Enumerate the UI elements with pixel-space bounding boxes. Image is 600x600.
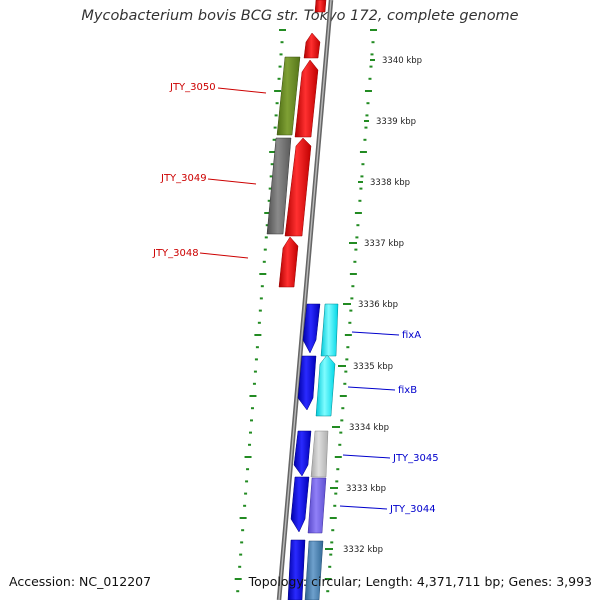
topology-info: Topology: circular; Length: 4,371,711 bp…: [248, 574, 592, 589]
kbp-label-3338: 3338 kbp: [370, 178, 410, 188]
kbp-label-3335: 3335 kbp: [353, 362, 393, 372]
kbp-label-3333: 3333 kbp: [346, 484, 386, 494]
gene-blue-5: [287, 539, 306, 600]
accession-info: Accession: NC_012207: [9, 574, 152, 589]
gene-red-3: [284, 137, 312, 237]
gene-track-inner: [287, 303, 339, 600]
gene-purple: [307, 477, 327, 534]
kbp-label-3337: 3337 kbp: [364, 239, 404, 249]
leader-jty3048: [199, 252, 249, 259]
gene-blue-4: [290, 476, 310, 533]
gene-red-top: [314, 0, 327, 13]
leader-fixa: [351, 331, 400, 336]
gene-lightgray: [310, 430, 329, 478]
map-title: Mycobacterium bovis BCG str. Tokyo 172, …: [81, 8, 519, 24]
gene-red-2: [294, 59, 319, 138]
gene-label-jty3050[interactable]: JTY_3050: [169, 82, 216, 93]
kbp-label-3334: 3334 kbp: [349, 423, 389, 433]
gene-blue-3: [293, 430, 312, 477]
gene-blue-1: [302, 303, 321, 354]
leader-jty3049: [207, 178, 257, 185]
gene-gray: [266, 137, 292, 235]
gene-label-jty3049[interactable]: JTY_3049: [160, 173, 207, 184]
gene-label-jty3045[interactable]: JTY_3045: [392, 453, 439, 464]
gene-blue-2: [297, 355, 317, 411]
gene-labels: JTY_3050 JTY_3049 JTY_3048 fixA fixB JTY…: [152, 82, 439, 515]
kbp-label-3340: 3340 kbp: [382, 56, 422, 66]
gene-steelblue: [304, 540, 324, 600]
gene-cyan-2: [315, 354, 336, 417]
leader-jty3044: [339, 505, 388, 510]
kbp-label-3339: 3339 kbp: [376, 117, 416, 127]
gene-red-4: [278, 236, 299, 288]
gene-track-outer: [266, 0, 327, 288]
gene-label-jty3044[interactable]: JTY_3044: [389, 504, 436, 515]
kbp-scale: 3340 kbp 3339 kbp 3338 kbp 3337 kbp 3336…: [325, 56, 422, 555]
gene-label-jty3048[interactable]: JTY_3048: [152, 248, 199, 259]
gene-cyan-1: [320, 303, 339, 357]
gene-label-fixb[interactable]: fixB: [398, 385, 417, 396]
kbp-label-3332: 3332 kbp: [343, 545, 383, 555]
gene-red-1: [303, 32, 321, 59]
tick-ring: [234, 29, 377, 593]
genome-backbone-highlight: [278, 0, 332, 600]
kbp-label-3336: 3336 kbp: [358, 300, 398, 310]
leader-fixb: [347, 386, 396, 391]
gene-olive: [276, 56, 301, 136]
gene-label-fixa[interactable]: fixA: [402, 330, 421, 341]
leader-jty3045: [342, 454, 391, 459]
leader-jty3050: [217, 87, 267, 94]
